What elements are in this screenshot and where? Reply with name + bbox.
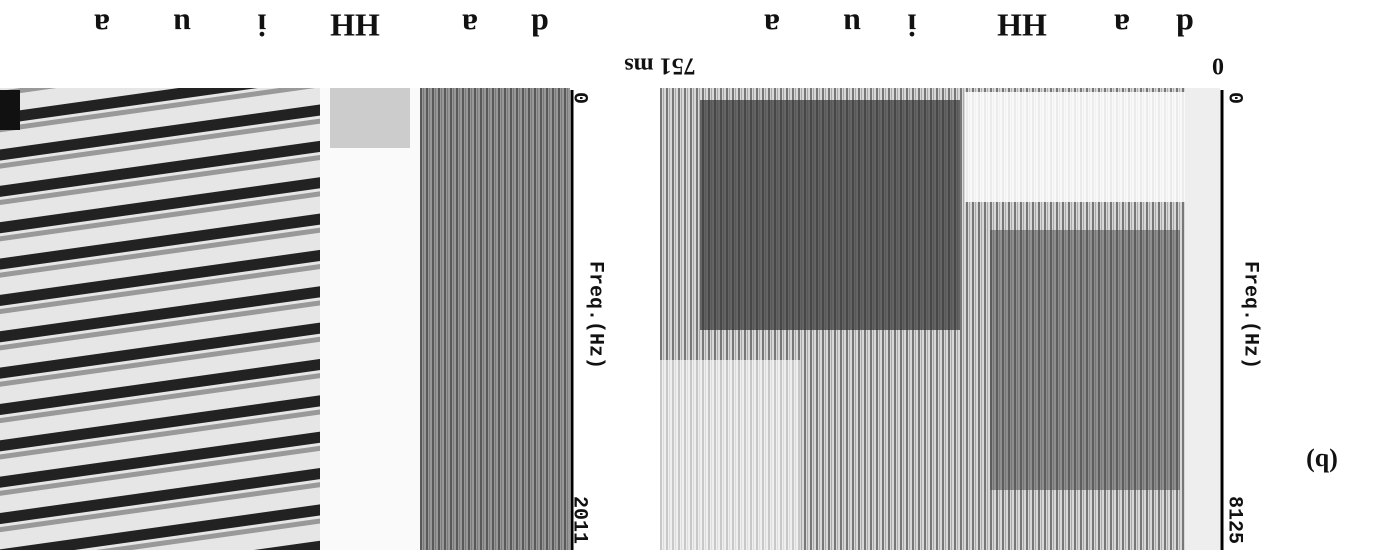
segment-label: i [907, 8, 916, 44]
wideband-spectrogram [660, 88, 1222, 550]
segment-label: a [94, 8, 110, 44]
freq-min: 0 [1223, 92, 1246, 104]
segment-label: u [843, 8, 861, 44]
freq-label: Freq.(Hz) [584, 261, 607, 369]
segment-label: d [531, 8, 549, 44]
figure: (b) 0 751 ms d a HH i u a 0 8125 Freq.(Hz) d a HH i u a 0 2… [0, 0, 1382, 550]
segment-label: a [462, 8, 478, 44]
freq-label: Freq.(Hz) [1239, 261, 1262, 369]
segment-label: a [1114, 8, 1130, 44]
segment-label: HH [330, 8, 380, 44]
segment-label: i [257, 8, 266, 44]
time-end: 751 ms [624, 52, 695, 78]
narrowband-spectrogram [0, 88, 572, 550]
segment-label: u [173, 8, 191, 44]
segment-label: d [1176, 8, 1194, 44]
time-start: 0 [1212, 52, 1224, 78]
panel-label: (b) [1306, 448, 1338, 477]
freq-max: 8125 [1223, 496, 1246, 544]
segment-label: HH [997, 8, 1047, 44]
freq-min: 0 [568, 92, 591, 104]
segment-label: a [764, 8, 780, 44]
freq-max: 2011 [568, 496, 591, 544]
